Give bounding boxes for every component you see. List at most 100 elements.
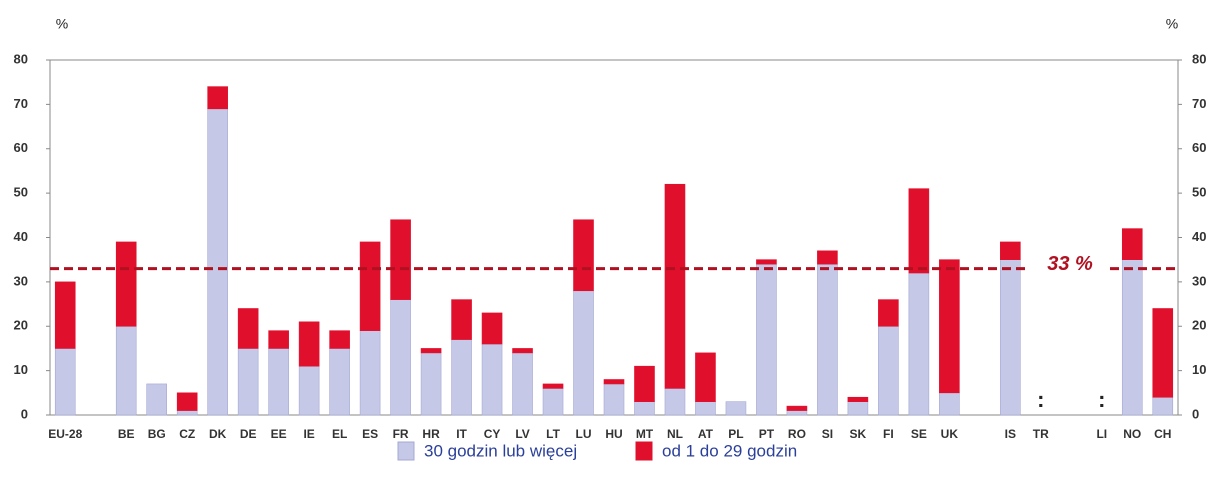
y2-tick-label: 40 bbox=[1192, 229, 1206, 244]
bar-segment bbox=[634, 365, 655, 402]
x-tick-label: UK bbox=[941, 427, 959, 441]
x-tick-label: BG bbox=[148, 427, 166, 441]
bar-segment bbox=[542, 383, 564, 389]
x-tick-label: BE bbox=[118, 427, 135, 441]
y-tick-label: 50 bbox=[14, 185, 28, 200]
y-tick-label: 80 bbox=[14, 51, 28, 66]
x-tick-label: EL bbox=[332, 427, 347, 441]
x-tick-label: LI bbox=[1096, 427, 1107, 441]
bar-segment bbox=[634, 401, 655, 416]
y2-axis-label: % bbox=[1166, 16, 1178, 32]
legend-swatch bbox=[635, 441, 653, 461]
bar-segment bbox=[939, 259, 960, 394]
y-tick-label: 0 bbox=[21, 406, 28, 421]
x-tick-label: DK bbox=[209, 427, 227, 441]
bar-segment bbox=[237, 348, 259, 416]
bar-segment bbox=[451, 299, 472, 340]
bar-segment bbox=[329, 330, 350, 349]
y-tick-label: 40 bbox=[14, 229, 28, 244]
bar-segment bbox=[268, 348, 289, 416]
bar-segment bbox=[817, 250, 838, 265]
bar-segment bbox=[481, 312, 503, 345]
y-tick-label: 30 bbox=[14, 273, 28, 288]
x-tick-label: CZ bbox=[179, 427, 195, 441]
bar-segment bbox=[268, 330, 289, 349]
bar-segment bbox=[298, 365, 320, 416]
legend-label: od 1 do 29 godzin bbox=[662, 441, 797, 460]
x-tick-label: DE bbox=[240, 427, 257, 441]
y2-tick-label: 30 bbox=[1192, 273, 1206, 288]
x-tick-label: FI bbox=[883, 427, 894, 441]
bar-segment bbox=[786, 410, 808, 416]
y-tick-label: 20 bbox=[14, 318, 28, 333]
bar-segment bbox=[725, 401, 747, 416]
bar-segment bbox=[756, 259, 777, 265]
bar-segment bbox=[115, 325, 137, 416]
bar-segment bbox=[298, 321, 320, 367]
x-tick-label: HU bbox=[605, 427, 622, 441]
x-tick-label: LU bbox=[576, 427, 592, 441]
bar-segment bbox=[878, 325, 899, 416]
bar-segment bbox=[756, 263, 777, 416]
bar-segment bbox=[695, 401, 716, 416]
bar-segment bbox=[390, 299, 411, 416]
bar-segment bbox=[481, 343, 503, 416]
x-tick-label: IT bbox=[456, 427, 467, 441]
y2-tick-label: 50 bbox=[1192, 185, 1206, 200]
bar-segment bbox=[847, 396, 869, 402]
bar-segment bbox=[329, 348, 350, 416]
bar-segment bbox=[420, 352, 442, 416]
x-tick-label: MT bbox=[636, 427, 654, 441]
annotation: : bbox=[1037, 387, 1044, 412]
x-tick-label: NO bbox=[1123, 427, 1141, 441]
bar-segment bbox=[451, 339, 472, 416]
bar-segment bbox=[359, 241, 381, 331]
y2-tick-label: 20 bbox=[1192, 318, 1206, 333]
bar-segment bbox=[359, 330, 381, 416]
x-tick-label: EU-28 bbox=[48, 427, 82, 441]
legend-label: 30 godzin lub więcej bbox=[424, 441, 577, 460]
y2-tick-label: 80 bbox=[1192, 51, 1206, 66]
reference-label: 33 % bbox=[1047, 253, 1093, 275]
x-tick-label: PL bbox=[728, 427, 743, 441]
bar-segment bbox=[207, 108, 228, 416]
bar-segment bbox=[390, 219, 411, 300]
bar-segment bbox=[817, 263, 838, 416]
bar-segment bbox=[573, 219, 594, 292]
bar-segment bbox=[664, 388, 686, 416]
x-tick-label: LT bbox=[546, 427, 560, 441]
bar-segment bbox=[878, 299, 899, 327]
bar-segment bbox=[939, 392, 960, 416]
bar-segment bbox=[786, 405, 808, 411]
y-tick-label: 70 bbox=[14, 96, 28, 111]
bar-segment bbox=[146, 383, 168, 416]
x-tick-label: HR bbox=[422, 427, 440, 441]
bar-segment bbox=[1000, 241, 1021, 260]
bar-segment bbox=[603, 379, 625, 385]
y2-tick-label: 0 bbox=[1192, 406, 1199, 421]
y-axis-label: % bbox=[56, 16, 68, 32]
x-tick-label: LV bbox=[515, 427, 529, 441]
bar-segment bbox=[695, 352, 716, 402]
bar-segment bbox=[1152, 308, 1174, 398]
x-tick-label: IS bbox=[1005, 427, 1016, 441]
x-tick-label: RO bbox=[788, 427, 806, 441]
x-tick-label: PT bbox=[759, 427, 775, 441]
y2-tick-label: 60 bbox=[1192, 140, 1206, 155]
bar-segment bbox=[908, 188, 930, 274]
x-tick-label: SI bbox=[822, 427, 833, 441]
y2-tick-label: 10 bbox=[1192, 362, 1206, 377]
bar-segment bbox=[847, 401, 869, 416]
x-tick-label: TR bbox=[1033, 427, 1049, 441]
x-tick-label: SK bbox=[850, 427, 867, 441]
legend-swatch bbox=[397, 441, 415, 461]
y-tick-label: 60 bbox=[14, 140, 28, 155]
bar-segment bbox=[1121, 259, 1143, 416]
bar-segment bbox=[603, 383, 625, 416]
bar-segment bbox=[54, 281, 76, 349]
bar-segment bbox=[176, 410, 198, 416]
x-tick-label: AT bbox=[698, 427, 714, 441]
bar-segment bbox=[115, 241, 137, 327]
x-tick-label: IE bbox=[303, 427, 314, 441]
bar-segment bbox=[908, 272, 930, 416]
